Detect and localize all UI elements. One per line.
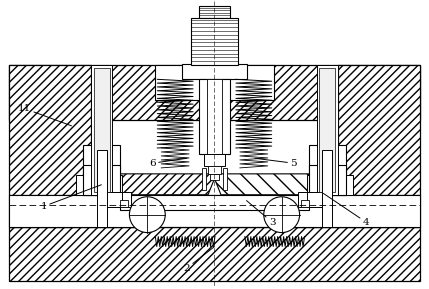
Text: 3: 3 bbox=[247, 201, 275, 227]
Bar bbox=[9, 195, 139, 227]
Polygon shape bbox=[121, 174, 214, 195]
Text: 11: 11 bbox=[18, 104, 72, 126]
Bar bbox=[83, 165, 121, 195]
Bar bbox=[323, 150, 332, 227]
Bar bbox=[76, 175, 122, 195]
Bar bbox=[199, 79, 230, 154]
Bar bbox=[94, 68, 109, 192]
Bar bbox=[202, 168, 206, 190]
Bar bbox=[91, 65, 112, 195]
Bar bbox=[298, 192, 311, 207]
Bar bbox=[121, 195, 308, 210]
Text: 5: 5 bbox=[255, 158, 297, 168]
Text: 2: 2 bbox=[184, 247, 214, 273]
Bar bbox=[208, 166, 221, 174]
Bar bbox=[191, 18, 238, 65]
Bar bbox=[199, 6, 230, 18]
Bar bbox=[182, 64, 247, 79]
Polygon shape bbox=[215, 174, 308, 195]
Bar bbox=[207, 79, 222, 154]
Bar bbox=[308, 165, 346, 195]
Bar bbox=[210, 174, 219, 180]
Bar bbox=[307, 192, 329, 207]
Bar bbox=[301, 200, 308, 207]
Bar bbox=[307, 175, 353, 195]
Bar bbox=[118, 192, 131, 207]
Bar bbox=[308, 145, 346, 195]
Circle shape bbox=[130, 197, 165, 233]
Bar bbox=[9, 227, 420, 281]
Bar bbox=[155, 65, 274, 100]
Circle shape bbox=[264, 197, 299, 233]
Bar bbox=[204, 154, 225, 166]
Bar bbox=[223, 168, 227, 190]
Bar bbox=[9, 195, 420, 227]
Bar bbox=[320, 68, 335, 192]
Text: 6: 6 bbox=[149, 158, 187, 168]
Bar bbox=[290, 195, 420, 227]
Bar bbox=[121, 200, 128, 207]
Bar bbox=[100, 192, 122, 207]
Bar bbox=[83, 145, 121, 195]
Bar bbox=[97, 150, 106, 227]
Text: 4: 4 bbox=[323, 193, 369, 227]
Bar bbox=[317, 65, 338, 195]
Text: 1: 1 bbox=[40, 185, 101, 211]
Bar bbox=[9, 65, 91, 195]
Bar bbox=[338, 65, 420, 195]
Bar bbox=[9, 65, 420, 120]
